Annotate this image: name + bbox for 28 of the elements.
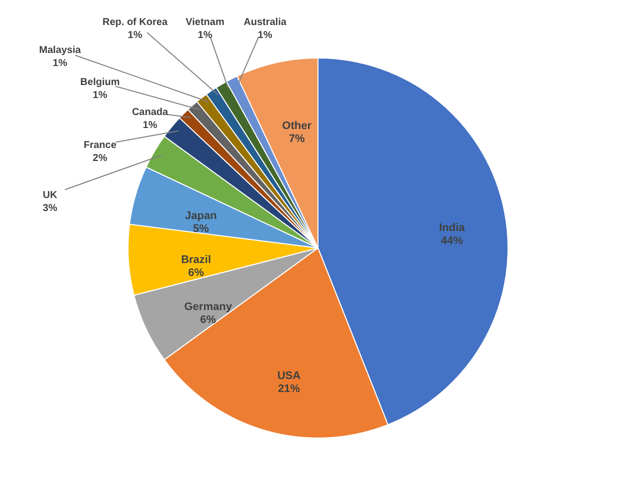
- slice-label: Canada: [132, 107, 168, 118]
- slice-label: Other: [282, 120, 312, 132]
- slice-label: Germany: [184, 301, 233, 314]
- slice-label: India: [439, 222, 466, 234]
- slice-label: Malaysia: [39, 45, 82, 56]
- slice-label: Australia: [244, 17, 287, 28]
- slice-label: Vietnam: [186, 17, 224, 28]
- data-label: 1%: [198, 30, 212, 41]
- data-label: 1%: [128, 30, 142, 41]
- data-label: 1%: [142, 120, 158, 131]
- data-label: 1%: [258, 30, 272, 41]
- slice-label: UK: [42, 190, 58, 201]
- data-label: 2%: [92, 153, 108, 164]
- data-label: 1%: [52, 58, 68, 69]
- slice-label: USA: [277, 370, 301, 382]
- slice-label: Rep. of Korea: [102, 17, 168, 28]
- slice-label: Japan: [185, 210, 218, 222]
- data-label: 3%: [42, 203, 58, 214]
- data-label: 5%: [192, 222, 210, 235]
- data-label: 44%: [440, 234, 464, 247]
- slice-label: Brazil: [181, 254, 212, 266]
- data-label: 1%: [92, 90, 108, 101]
- slice-label: Belgium: [80, 77, 120, 88]
- data-label: 7%: [288, 132, 305, 145]
- data-label: 6%: [200, 314, 216, 326]
- data-label: 21%: [278, 383, 300, 396]
- data-label: 6%: [188, 267, 204, 280]
- slice-label: France: [84, 140, 117, 151]
